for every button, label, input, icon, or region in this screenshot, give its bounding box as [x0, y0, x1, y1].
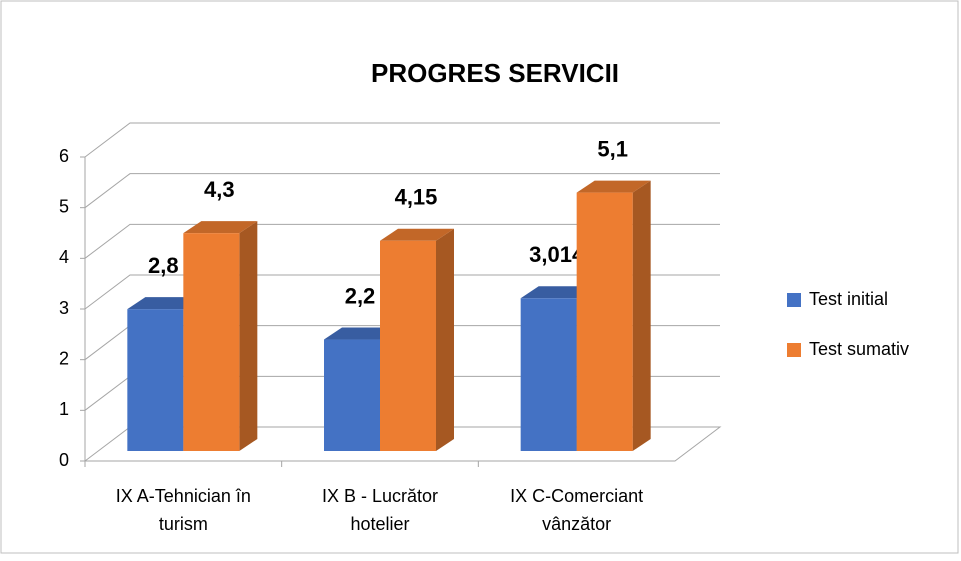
bar	[324, 339, 380, 451]
grid-line	[84, 173, 720, 209]
bar-side	[632, 180, 651, 451]
grid-line	[84, 223, 720, 259]
bar	[127, 309, 184, 451]
data-label: 5,1	[597, 136, 628, 161]
data-label: 2,2	[345, 283, 376, 308]
y-tick-label: 2	[59, 348, 69, 368]
bar	[183, 233, 240, 451]
bar-side	[436, 228, 454, 451]
y-tick-label: 0	[59, 450, 69, 470]
y-tick-label: 1	[59, 399, 69, 419]
data-label: 3,014	[529, 242, 585, 267]
grid-line	[84, 122, 720, 158]
bar-top	[520, 286, 595, 299]
chart-title: PROGRES SERVICII	[371, 58, 619, 88]
x-tick-label: IX B - Lucrător hotelier	[322, 486, 438, 534]
y-tick-label: 5	[59, 196, 69, 216]
bar-top	[576, 180, 651, 193]
data-label: 2,8	[148, 253, 179, 278]
legend-swatch	[787, 343, 801, 357]
bar	[576, 192, 633, 451]
legend-swatch	[787, 293, 801, 307]
bar-top	[127, 297, 202, 310]
bar-side	[239, 221, 258, 451]
legend-label: Test sumativ	[809, 339, 909, 359]
grid-line	[84, 274, 720, 310]
bar-top	[183, 221, 258, 234]
data-label: 4,15	[395, 185, 438, 210]
y-tick-label: 6	[59, 146, 69, 166]
bar-top	[380, 228, 454, 241]
bar-top	[324, 327, 398, 340]
bar	[520, 298, 577, 451]
x-tick-label: IX A-Tehnician în turism	[116, 486, 251, 534]
data-label: 4,3	[204, 177, 235, 202]
legend-label: Test initial	[809, 289, 888, 309]
x-tick-label: IX C-Comerciant vânzător	[510, 486, 643, 534]
bar	[380, 240, 436, 451]
y-tick-label: 4	[59, 247, 69, 267]
y-tick-label: 3	[59, 298, 69, 318]
